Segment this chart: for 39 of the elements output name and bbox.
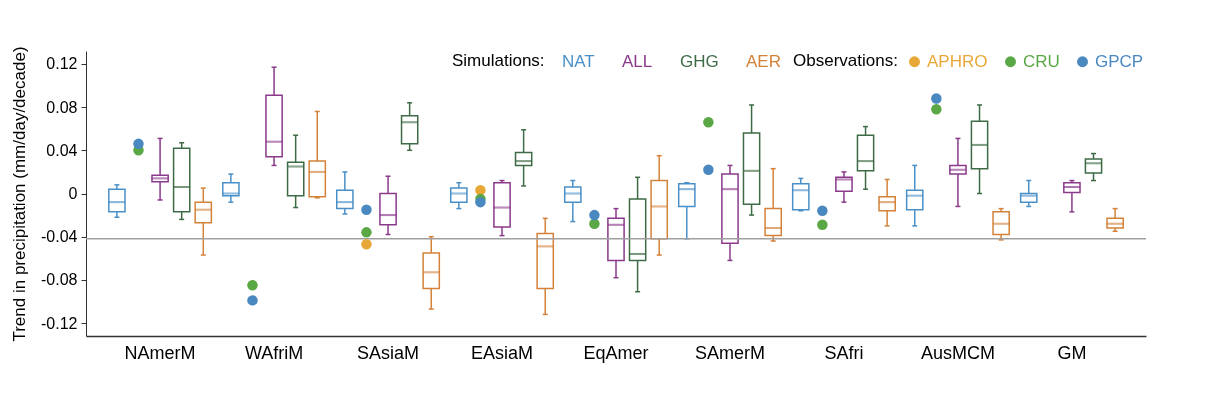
x-tick-label: NAmerM — [124, 342, 196, 363]
point — [133, 138, 144, 150]
point — [703, 164, 714, 175]
x-tick-label: SAmerM — [694, 342, 765, 363]
legend-label: APHRO — [927, 51, 988, 71]
point — [589, 209, 600, 221]
x-tick-label: AusMCM — [920, 342, 995, 363]
text: GHG — [680, 51, 719, 71]
y-tick-label: -0.04 — [41, 228, 78, 246]
legend-label: GPCP — [1095, 51, 1144, 71]
point — [361, 204, 372, 215]
y-tick-label: 0.04 — [46, 141, 78, 159]
x-tick-label: EAsiaM — [471, 342, 534, 363]
y-tick-label: 0.12 — [46, 55, 78, 73]
point — [589, 218, 600, 229]
y-tick-label: -0.08 — [41, 271, 78, 289]
y-axis-title: Trend in precipitation (mm/day/decade) — [10, 46, 30, 342]
x-tick-label: SAfri — [824, 342, 864, 363]
point — [703, 117, 714, 128]
y-tick-label: 0 — [68, 185, 78, 202]
text: NAT — [562, 51, 595, 71]
y-tick-label: -0.12 — [41, 314, 78, 332]
legend-label: CRU — [1023, 51, 1060, 71]
point — [247, 295, 258, 306]
text: Simulations: — [452, 51, 545, 70]
point — [817, 219, 828, 231]
point — [247, 280, 258, 291]
text: ALL — [622, 51, 653, 71]
x-tick-label: EqAmer — [583, 342, 649, 363]
point — [931, 93, 942, 104]
point — [361, 227, 372, 238]
point — [817, 205, 828, 217]
text: AER — [746, 51, 781, 71]
y-tick-label: 0.08 — [46, 98, 78, 116]
point — [931, 104, 942, 115]
x-tick-label: WAfriM — [244, 342, 304, 363]
x-tick-label: GM — [1057, 342, 1087, 363]
x-tick-label: SAsiaM — [357, 342, 420, 363]
text: Observations: — [793, 51, 898, 70]
